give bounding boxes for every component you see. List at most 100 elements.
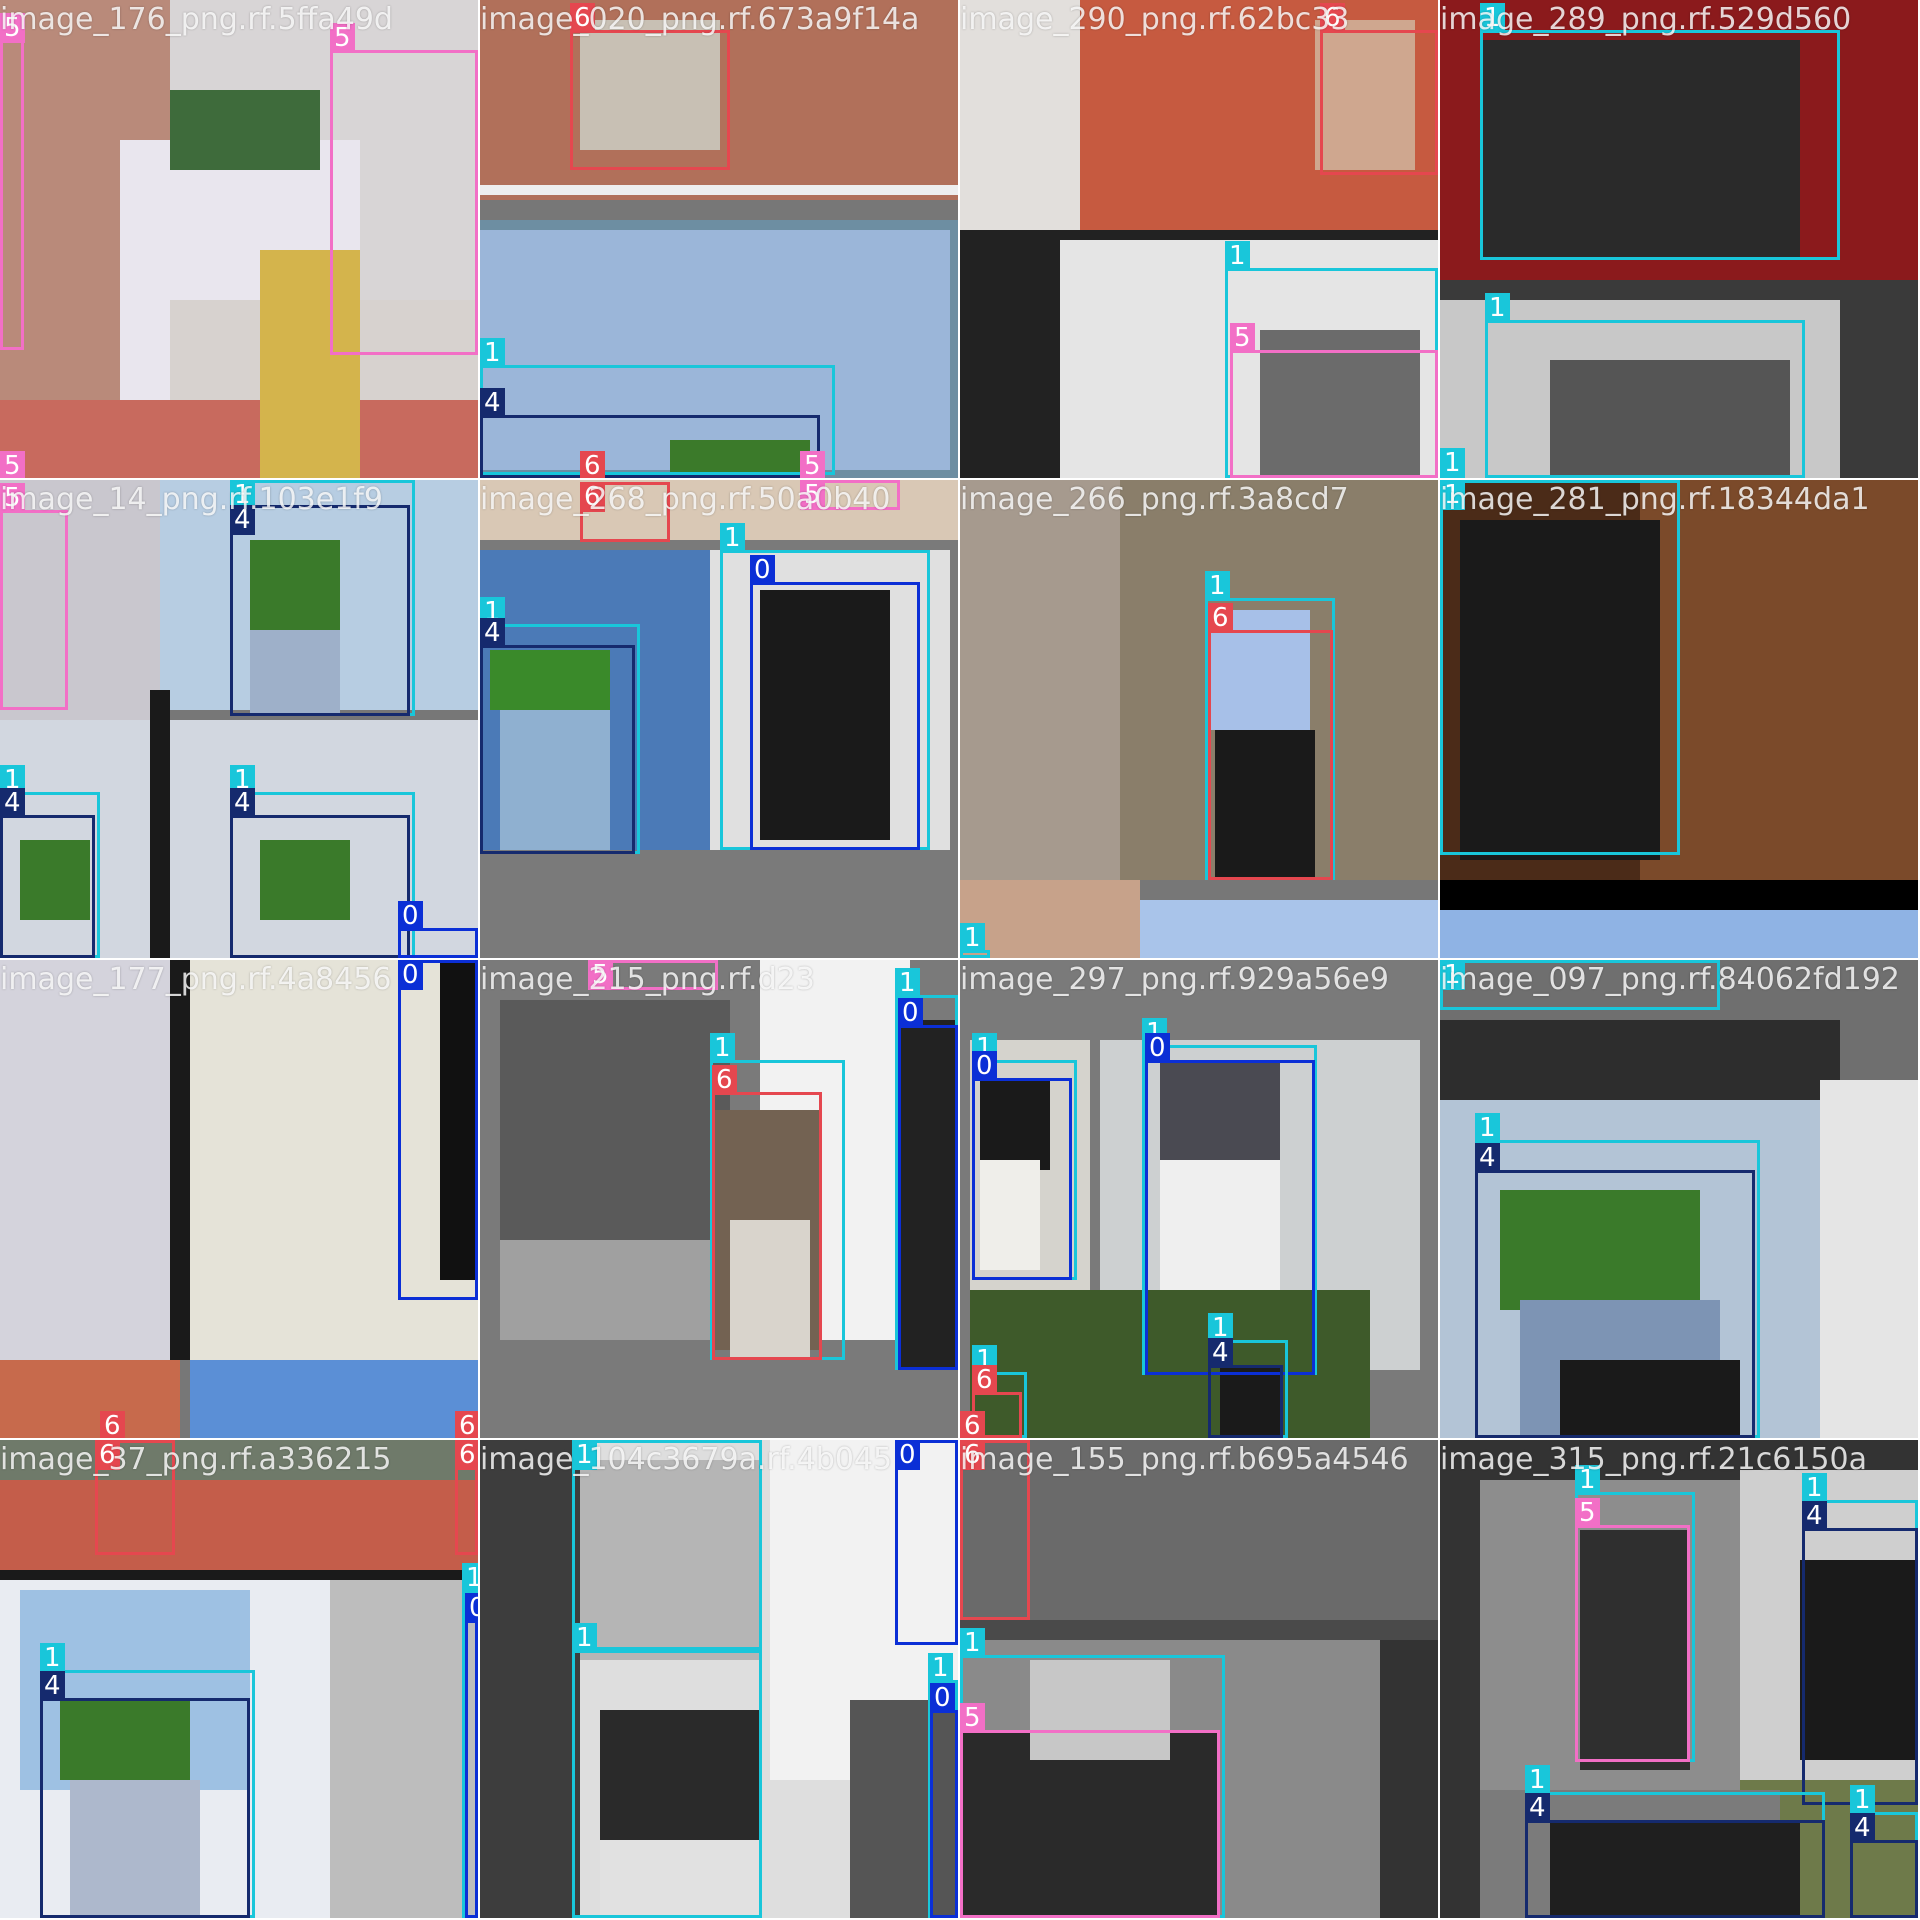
photo-region bbox=[1215, 730, 1315, 880]
detection-box: 1 bbox=[960, 923, 990, 958]
detection-box: 1 bbox=[1480, 3, 1840, 260]
tile-filename-label: image_097_png.rf.84062fd192 bbox=[1440, 962, 1900, 997]
class-id-tag: 4 bbox=[1850, 1813, 1875, 1843]
photo-region bbox=[1315, 20, 1415, 170]
class-id-tag: 6 bbox=[455, 1411, 478, 1438]
class-id-tag: 1 bbox=[928, 1653, 953, 1683]
mosaic-tile: 101014166image_297_png.rf.929a56e9 bbox=[960, 960, 1438, 1438]
mosaic-tile: 0 6 6 image_177_png.rf.4a8456 bbox=[0, 960, 478, 1438]
tile-filename-label: image_315_png.rf.21c6150a bbox=[1440, 1442, 1867, 1477]
photo-region bbox=[0, 400, 478, 478]
detection-box: 6 bbox=[960, 1440, 1030, 1620]
photo-region bbox=[1380, 1640, 1438, 1918]
photo-region bbox=[760, 590, 890, 840]
detection-box: 4 bbox=[40, 1671, 250, 1918]
class-id-tag: 1 bbox=[1850, 1785, 1875, 1815]
detection-box: 1 bbox=[1485, 293, 1805, 478]
class-id-tag: 1 bbox=[480, 338, 505, 368]
photo-region bbox=[480, 185, 958, 195]
tile-filename-label: image_289_png.rf.529d560 bbox=[1440, 2, 1852, 37]
photo-region bbox=[600, 1840, 760, 1918]
detection-box: 0 bbox=[398, 960, 478, 1300]
detection-box: 0 bbox=[398, 901, 478, 958]
class-id-tag: 6 bbox=[100, 1411, 125, 1438]
class-id-tag: 0 bbox=[465, 1593, 478, 1623]
class-id-tag: 6 bbox=[972, 1365, 997, 1395]
class-id-tag: 6 bbox=[580, 451, 605, 478]
class-id-tag: 1 bbox=[572, 1440, 597, 1470]
class-id-tag: 1 bbox=[462, 1563, 478, 1593]
class-id-tag: 5 bbox=[0, 483, 25, 513]
class-id-tag: 1 bbox=[40, 1643, 65, 1673]
photo-region bbox=[330, 1580, 478, 1918]
detection-box: 0 bbox=[972, 1051, 1072, 1280]
photo-region bbox=[1580, 1530, 1690, 1770]
class-id-tag: 0 bbox=[1145, 1033, 1170, 1063]
class-id-tag: 4 bbox=[0, 788, 25, 818]
detection-box: 4 bbox=[230, 505, 410, 716]
detection-box: 0 bbox=[750, 555, 920, 850]
mosaic-tile: 6 1 5 image_290_png.rf.62bc33 bbox=[960, 0, 1438, 478]
detection-box: 4 bbox=[0, 788, 95, 958]
class-id-tag: 0 bbox=[750, 555, 775, 585]
mosaic-tile: 6 6 1 4 1 0 image_37_png.rf.a336215 bbox=[0, 1440, 478, 1918]
mosaic-tile: 1 0 1 1 0 image_104c3679a.rf.4b045 bbox=[480, 1440, 958, 1918]
detection-box: 4 bbox=[1475, 1143, 1755, 1438]
mosaic-tile: 1 image_281_png.rf.18344da1 bbox=[1440, 480, 1918, 958]
class-id-tag: 6 bbox=[1208, 603, 1233, 633]
detection-box: 6 bbox=[1208, 603, 1333, 880]
photo-region bbox=[60, 1700, 190, 1780]
class-id-tag: 1 bbox=[1480, 3, 1505, 33]
tile-filename-label: image_104c3679a.rf.4b045 bbox=[480, 1442, 893, 1477]
tile-filename-label: image_177_png.rf.4a8456 bbox=[0, 962, 392, 997]
photo-region bbox=[0, 1440, 478, 1480]
photo-region bbox=[500, 1240, 720, 1340]
class-id-tag: 4 bbox=[40, 1671, 65, 1701]
photo-region bbox=[898, 1020, 958, 1370]
photo-region bbox=[970, 1290, 1370, 1438]
photo-region bbox=[1030, 1660, 1170, 1760]
detection-box: 5 bbox=[960, 1703, 1220, 1918]
mosaic-tile: 6 1 5 image_155_png.rf.b695a4546 bbox=[960, 1440, 1438, 1918]
photo-region bbox=[1500, 1190, 1700, 1310]
detection-box: 1 bbox=[1440, 448, 1465, 478]
class-id-tag: 6 bbox=[1320, 3, 1345, 33]
photo-region bbox=[960, 880, 1140, 958]
detection-box: 4 bbox=[1850, 1813, 1918, 1918]
class-id-tag: 1 bbox=[1440, 448, 1465, 478]
photo-region bbox=[580, 20, 720, 150]
photo-region bbox=[70, 1780, 200, 1918]
detection-box: 4 bbox=[480, 618, 635, 854]
detection-box: 6 bbox=[580, 482, 670, 542]
photo-region bbox=[1140, 900, 1438, 958]
class-id-tag: 6 bbox=[960, 1411, 985, 1438]
class-id-tag: 4 bbox=[1802, 1501, 1827, 1531]
mosaic-tile: 1 1 1 image_289_png.rf.529d560 bbox=[1440, 0, 1918, 478]
tile-filename-label: image_297_png.rf.929a56e9 bbox=[960, 962, 1389, 997]
class-id-tag: 1 bbox=[960, 923, 985, 953]
photo-region bbox=[730, 1220, 810, 1360]
class-id-tag: 1 bbox=[1485, 293, 1510, 323]
photo-region bbox=[150, 690, 170, 958]
class-id-tag: 1 bbox=[1802, 1473, 1827, 1503]
class-id-tag: 5 bbox=[0, 13, 25, 43]
class-id-tag: 4 bbox=[1475, 1143, 1500, 1173]
photo-region bbox=[1260, 330, 1420, 478]
detection-box: 0 bbox=[930, 1683, 958, 1918]
photo-region bbox=[250, 630, 340, 715]
tile-filename-label: image_268_png.rf.50a0b40 bbox=[480, 482, 891, 517]
detection-box: 6 bbox=[1320, 3, 1438, 175]
photo-region bbox=[260, 250, 360, 478]
class-id-tag: 4 bbox=[1208, 1338, 1233, 1368]
photo-region bbox=[980, 1080, 1050, 1170]
photo-region bbox=[440, 960, 478, 1280]
photo-region bbox=[0, 960, 180, 1438]
class-id-tag: 1 bbox=[1475, 1113, 1500, 1143]
photo-region bbox=[1820, 1080, 1918, 1438]
class-id-tag: 4 bbox=[480, 618, 505, 648]
class-id-tag: 5 bbox=[588, 960, 613, 990]
class-id-tag: 6 bbox=[455, 1440, 478, 1470]
photo-region bbox=[960, 1440, 1438, 1620]
mosaic-tile: 6 1 4 6 5 image_020_png.rf.673a9f14a bbox=[480, 0, 958, 478]
detection-box: 4 bbox=[1208, 1338, 1283, 1438]
